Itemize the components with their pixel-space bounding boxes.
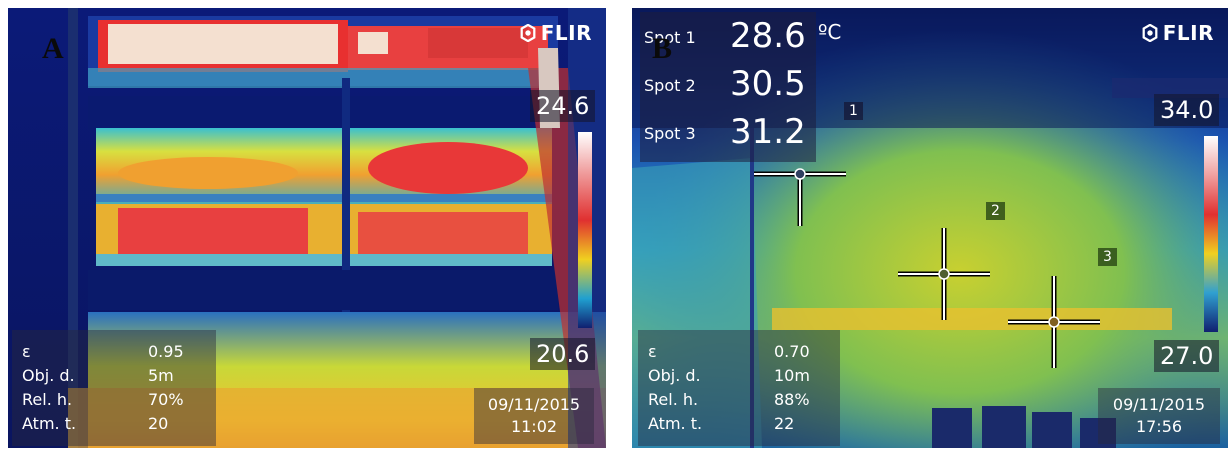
brand-name: FLIR	[540, 21, 592, 45]
color-scale-bar	[578, 132, 592, 328]
param-value: 20	[148, 414, 169, 433]
timestamp: 09/11/2015 17:56	[1098, 388, 1220, 444]
spot-marker-3: 3	[1098, 248, 1117, 266]
spot-label: Spot 1	[644, 28, 696, 47]
param-value: 22	[774, 414, 795, 433]
date-text: 09/11/2015	[1112, 395, 1206, 414]
panel-label: A	[42, 32, 64, 65]
spot-3-crosshair	[1008, 276, 1100, 368]
time-text: 17:56	[1135, 417, 1183, 436]
spot-value: 28.6	[730, 16, 806, 56]
param-relative-humidity: Rel. h. 70%	[12, 390, 216, 410]
param-label: Atm. t.	[648, 414, 703, 433]
thermal-scene-b	[632, 8, 1228, 448]
param-value: 5m	[148, 366, 174, 385]
param-label: Atm. t.	[22, 414, 77, 433]
param-label: Rel. h.	[648, 390, 699, 409]
panel-label: B	[652, 32, 673, 65]
scale-max-value: 24.6	[530, 90, 596, 122]
param-object-distance: Obj. d. 10m	[638, 366, 840, 386]
param-emissivity: ε 0.70	[638, 342, 840, 362]
spot-value: 30.5	[730, 64, 806, 104]
flir-logo: FLIR	[519, 21, 592, 45]
thermal-scene-a	[8, 8, 606, 448]
measurement-parameters: ε 0.70 Obj. d. 10m Rel. h. 88% Atm. t. 2…	[638, 330, 840, 446]
temperature-unit: ºC	[818, 20, 842, 44]
param-value: 88%	[774, 390, 810, 409]
measurement-parameters: ε 0.95 Obj. d. 5m Rel. h. 70% Atm. t. 20	[12, 330, 216, 446]
scale-min-value: 20.6	[530, 338, 596, 370]
param-atmospheric-temp: Atm. t. 22	[638, 414, 840, 434]
spot-marker-1: 1	[844, 102, 863, 120]
param-label: Obj. d.	[648, 366, 701, 385]
flir-logo: FLIR	[1141, 21, 1214, 45]
param-atmospheric-temp: Atm. t. 20	[12, 414, 216, 434]
flir-logo-icon	[520, 24, 536, 42]
color-scale-bar	[1204, 136, 1218, 332]
brand-name: FLIR	[1162, 21, 1214, 45]
spot-1-crosshair	[754, 168, 846, 226]
scale-max-value: 34.0	[1154, 94, 1220, 126]
spot-label: Spot 3	[644, 124, 696, 143]
flir-logo-icon	[1142, 24, 1158, 42]
thermal-image-b: 1 2 3 Spot 1 28.6 Spot 2 30.5 Spot 3 31.…	[632, 8, 1228, 448]
param-object-distance: Obj. d. 5m	[12, 366, 216, 386]
spot-marker-2: 2	[986, 202, 1005, 220]
spot-2-crosshair	[898, 228, 990, 320]
spot-readings: Spot 1 28.6 Spot 2 30.5 Spot 3 31.2	[640, 12, 816, 162]
param-relative-humidity: Rel. h. 88%	[638, 390, 840, 410]
scale-min-value: 27.0	[1154, 340, 1220, 372]
param-label: ε	[22, 342, 31, 361]
param-value: 70%	[148, 390, 184, 409]
time-text: 11:02	[510, 417, 558, 436]
param-value: 10m	[774, 366, 810, 385]
param-value: 0.70	[774, 342, 810, 361]
date-text: 09/11/2015	[487, 395, 581, 414]
spot-value: 31.2	[730, 112, 806, 152]
param-value: 0.95	[148, 342, 184, 361]
param-label: Rel. h.	[22, 390, 73, 409]
timestamp: 09/11/2015 11:02	[474, 388, 594, 444]
param-label: ε	[648, 342, 657, 361]
spot-label: Spot 2	[644, 76, 696, 95]
thermal-image-a: A FLIR 24.6 20.6 ε 0.95 Obj. d. 5m Rel. …	[8, 8, 606, 448]
param-label: Obj. d.	[22, 366, 75, 385]
param-emissivity: ε 0.95	[12, 342, 216, 362]
